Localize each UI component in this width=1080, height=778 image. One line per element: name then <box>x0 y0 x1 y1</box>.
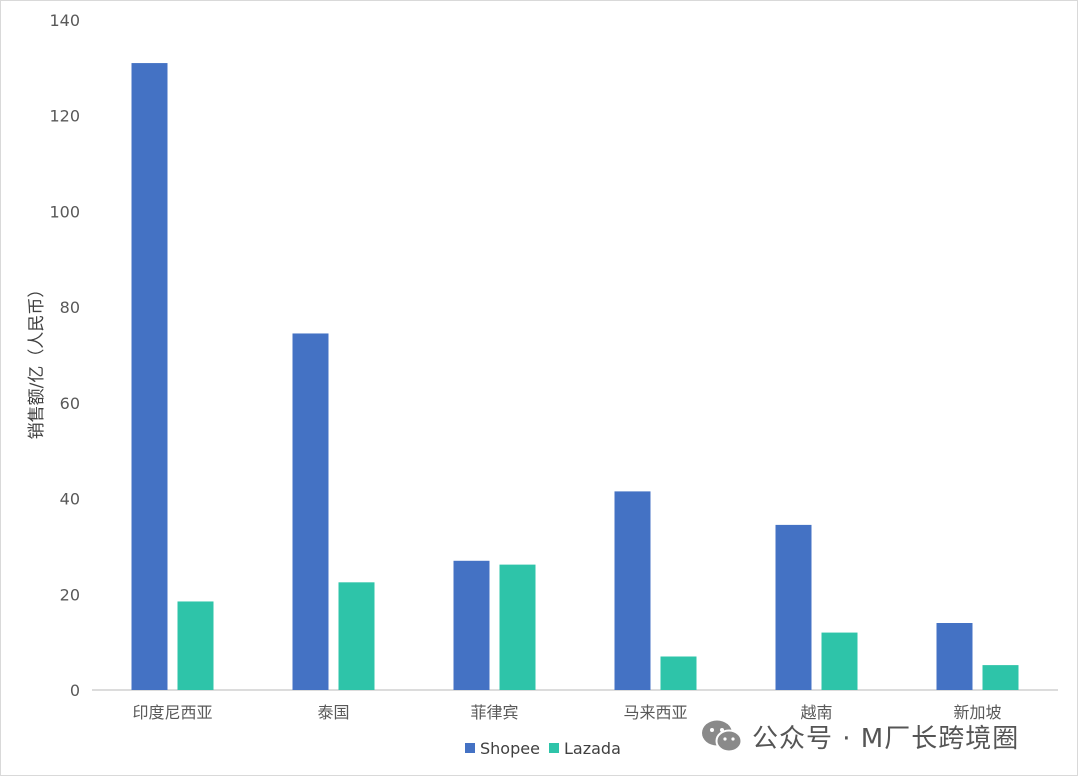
bar-shopee <box>292 333 329 690</box>
bar-shopee <box>453 560 490 690</box>
x-category-label: 菲律宾 <box>470 703 518 722</box>
x-category-label: 印度尼西亚 <box>132 703 212 722</box>
y-axis-ticks: 0 20 40 60 80 100 120 140 <box>49 11 80 700</box>
legend-label-shopee: Shopee <box>480 739 540 758</box>
bar-lazada <box>660 656 697 690</box>
x-category-label: 新加坡 <box>953 703 1001 722</box>
bar-lazada <box>499 564 536 690</box>
bar-shopee <box>131 63 168 691</box>
legend-swatch-lazada <box>549 743 559 753</box>
bar-shopee <box>614 491 651 690</box>
x-category-label: 越南 <box>800 703 832 722</box>
x-category-label: 马来西亚 <box>623 703 687 722</box>
watermark: 公众号 · M厂长跨境圈 <box>700 716 1019 756</box>
bar-lazada <box>338 582 375 690</box>
y-tick-label: 60 <box>60 394 80 413</box>
x-axis-categories: 印度尼西亚 泰国 菲律宾 马来西亚 越南 新加坡 <box>132 703 1001 722</box>
watermark-text: 公众号 · M厂长跨境圈 <box>752 723 1020 754</box>
x-category-label: 泰国 <box>317 703 349 722</box>
y-tick-label: 120 <box>49 107 80 126</box>
bar-lazada <box>982 665 1019 690</box>
bar-shopee <box>936 623 973 690</box>
y-tick-label: 100 <box>49 202 80 221</box>
bar-shopee <box>775 524 812 690</box>
legend-label-lazada: Lazada <box>564 739 621 758</box>
bar-lazada <box>177 601 214 690</box>
y-tick-label: 140 <box>49 11 80 30</box>
y-tick-label: 80 <box>60 298 80 317</box>
y-axis-title: 销售额/亿（人民币） <box>27 281 47 440</box>
y-tick-label: 40 <box>60 490 80 509</box>
legend: Shopee Lazada <box>465 739 621 758</box>
bars <box>131 63 1019 691</box>
wechat-icon <box>702 720 743 753</box>
y-tick-label: 20 <box>60 585 80 604</box>
bar-lazada <box>821 632 858 690</box>
legend-swatch-shopee <box>465 743 475 753</box>
y-tick-label: 0 <box>70 681 80 700</box>
